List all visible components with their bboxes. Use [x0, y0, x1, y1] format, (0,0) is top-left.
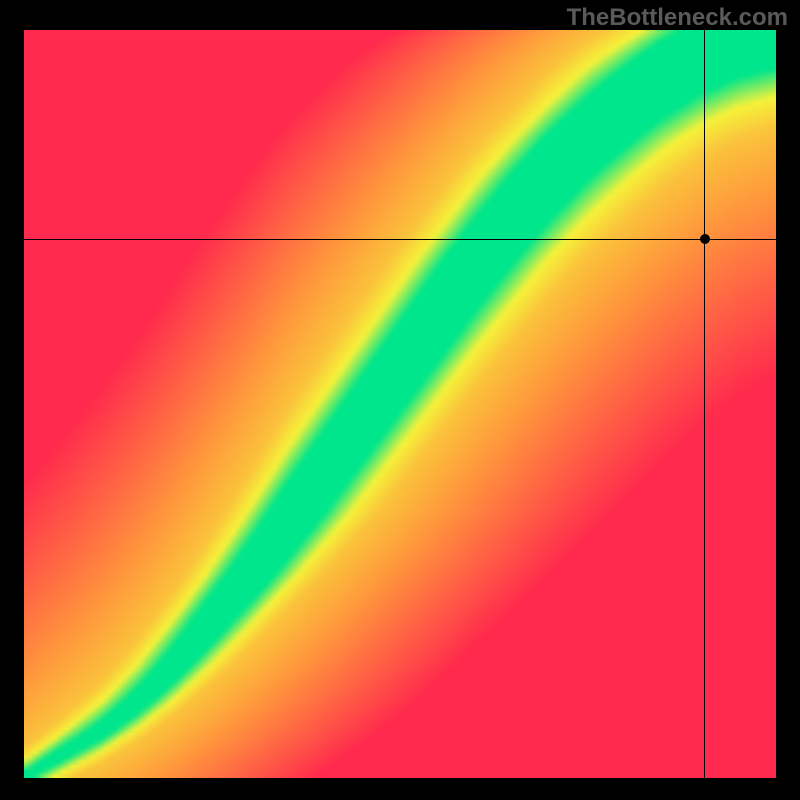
- chart-container: TheBottleneck.com: [0, 0, 800, 800]
- crosshair-marker: [700, 234, 710, 244]
- crosshair-horizontal: [24, 239, 798, 240]
- watermark-text: TheBottleneck.com: [567, 4, 788, 32]
- heatmap-canvas: [24, 30, 776, 778]
- crosshair-vertical: [704, 30, 705, 798]
- plot-area: [24, 30, 776, 778]
